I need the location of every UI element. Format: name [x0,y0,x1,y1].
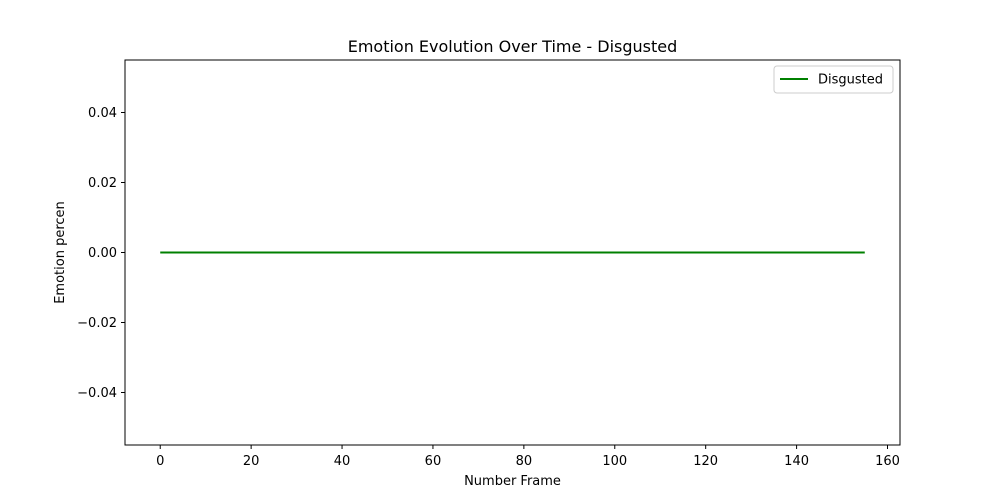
y-tick-label: 0.02 [88,176,117,191]
legend: Disgusted [773,65,894,94]
legend-box [773,65,894,94]
x-tick-label: 40 [334,454,351,469]
y-axis-label: Emotion percen [53,201,68,304]
chart-title: Emotion Evolution Over Time - Disgusted [348,37,678,56]
x-axis-label: Number Frame [464,474,561,489]
x-tick-label: 0 [156,454,164,469]
x-tick-label: 60 [425,454,442,469]
x-tick-label: 160 [875,454,900,469]
y-tick-label: 0.00 [88,246,117,261]
plot-frame [124,59,901,446]
x-tick-label: 80 [516,454,533,469]
y-tick-label: 0.04 [88,106,117,121]
y-tick-label: −0.04 [77,386,117,401]
x-tick-label: 100 [602,454,627,469]
x-tick-label: 20 [243,454,260,469]
x-tick-label: 140 [784,454,809,469]
x-axis-ticks: 0 20 40 60 80 100 120 140 160 [156,445,900,469]
y-axis-ticks: −0.04 −0.02 0.00 0.02 0.04 [77,106,125,401]
legend-label-disgusted: Disgusted [818,73,883,88]
x-tick-label: 120 [693,454,718,469]
y-tick-label: −0.02 [77,316,117,331]
